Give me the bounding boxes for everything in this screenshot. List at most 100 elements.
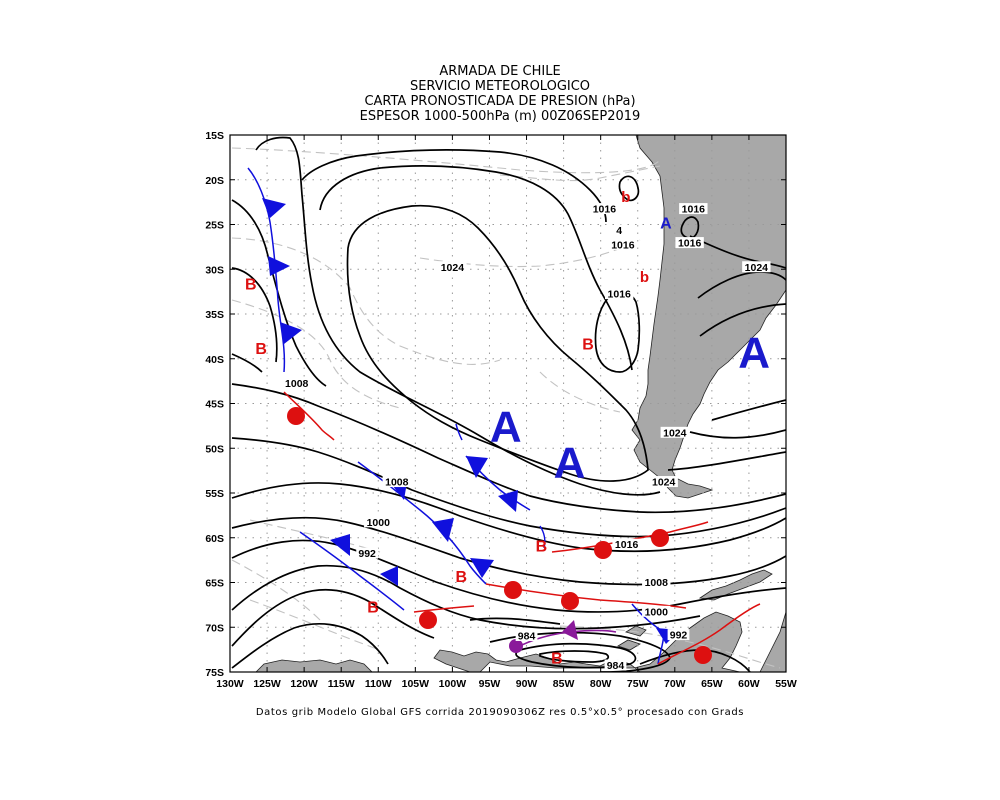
isobar-contour (539, 650, 610, 663)
longitude-tick-label: 105W (402, 678, 430, 690)
cold-front-triangle (432, 518, 454, 542)
isobar-labels: 1024 1016 1016 1016 1016 1024 1016 1008 1024 1024… (282, 203, 771, 672)
isobar-value-label: 1016 (608, 289, 632, 301)
title-service: SERVICIO METEOROLOGICO (409, 79, 591, 94)
isobar-value-label: 992 (358, 548, 376, 560)
ice-shelf-blob (617, 639, 641, 651)
isobar-contour (515, 642, 637, 669)
longitude-tick-label: 75W (627, 678, 649, 690)
isobar-contour (680, 216, 700, 240)
title-valid-time: ESPESOR 1000-500hPa (m) 00Z06SEP2019 (359, 109, 641, 124)
latitude-tick-label: 75S (205, 667, 224, 679)
isobar-contour (231, 623, 389, 669)
cold-front-triangle (262, 198, 286, 218)
isobar-label-background (642, 605, 671, 617)
cold-front-line (299, 531, 405, 611)
isobar-contour (231, 383, 786, 514)
isobar-contour (699, 303, 786, 337)
isobar-value-label: 1000 (367, 517, 391, 529)
low-pressure-center-label: B (255, 341, 267, 358)
isobar-label-background (742, 261, 771, 273)
high-pressure-center-label: A (554, 439, 586, 488)
cold-front-triangle (268, 256, 290, 276)
latitude-tick-label: 30S (205, 264, 224, 276)
isobar-label-background (679, 203, 708, 215)
longitude-tick-label: 95W (479, 678, 501, 690)
thickness-contour (231, 299, 401, 409)
longitude-tick-label: 55W (775, 678, 797, 690)
latitude-tick-label: 25S (205, 220, 224, 232)
isobar-contour (667, 451, 786, 471)
isobar-label-background (605, 288, 634, 300)
warm-front-line (413, 605, 475, 613)
high-pressure-center-label: A (738, 328, 770, 377)
longitude-tick-label: 120W (290, 678, 318, 690)
isobar-contour (618, 175, 640, 202)
longitude-tick-label: 70W (664, 678, 686, 690)
warm-front-semicircle (594, 541, 612, 559)
map-plot-area: 1024 1016 1016 1016 1016 1024 1016 1008 1024 1024… (230, 135, 786, 672)
isobar-value-label: 1016 (593, 204, 617, 216)
isobar-label-background (642, 576, 671, 588)
longitude-tick-label: 60W (738, 678, 760, 690)
longitude-tick-label: 115W (328, 678, 355, 690)
isobar-contour (469, 617, 561, 625)
longitude-tick-label: 100W (439, 678, 467, 690)
cold-front-triangle (280, 322, 302, 344)
isobar-contour (231, 199, 327, 387)
cold-front-line (539, 525, 546, 549)
occluded-front (509, 620, 617, 653)
warm-front-semicircles (287, 407, 712, 664)
warm-front-semicircle (651, 529, 669, 547)
longitude-tick-label: 90W (516, 678, 538, 690)
cold-front-line (455, 423, 463, 441)
longitude-labels: 130W 125W 120W 115W 110W 105W 100W 95W 90W 85W 80W… (216, 678, 797, 690)
longitude-tick-label: 110W (365, 678, 392, 690)
longitude-tick-label: 125W (253, 678, 281, 690)
warm-front-line (283, 391, 335, 441)
warm-front-semicircle (287, 407, 305, 425)
low-pressure-center-label: B (536, 539, 548, 556)
isobar-contour (231, 482, 786, 553)
warm-front-semicircle (419, 611, 437, 629)
thickness-contour (249, 599, 381, 651)
cold-front-triangle (330, 534, 350, 556)
isobar-label-background (604, 659, 627, 671)
isobar-value-label: 984 (607, 660, 625, 672)
low-pressure-center-label: B (367, 599, 379, 616)
data-source-footer: Datos grib Modelo Global GFS corrida 201… (255, 707, 745, 718)
longitude-tick-label: 65W (701, 678, 723, 690)
axis-ticks (229, 134, 787, 673)
thickness-contour (231, 147, 661, 174)
latitude-tick-label: 35S (205, 309, 224, 321)
isobar-contour (255, 136, 661, 496)
isobar-label-background (438, 261, 467, 273)
isobar-value-label: 1008 (645, 577, 669, 589)
longitude-tick-label: 130W (216, 678, 244, 690)
occluded-front-triangle (562, 620, 578, 640)
cold-front-triangle (498, 490, 518, 512)
isobar-label-background (356, 547, 379, 559)
isobar-value-label: 984 (518, 630, 536, 642)
isobar-label-background (282, 377, 311, 389)
thickness-contour (231, 237, 501, 365)
isobar-label-background (515, 629, 538, 641)
isobar-label-background (590, 203, 619, 215)
isobar-contour (594, 290, 641, 373)
latitude-tick-label: 20S (205, 175, 224, 187)
isobar-contour (301, 149, 607, 223)
isobar-label-background (614, 224, 624, 236)
isobar-contour (231, 267, 278, 363)
low-pressure-center-label: b (640, 269, 649, 286)
isobar-value-label: 992 (670, 630, 688, 642)
thickness-contour (499, 165, 661, 182)
low-pressure-center-label: B (582, 336, 594, 353)
isobar-label-background (675, 237, 704, 249)
low-pressure-center-label: B (456, 569, 468, 586)
cold-front-triangle (380, 566, 398, 586)
isobar-contour (231, 353, 263, 373)
high-pressure-center-label: A (660, 215, 672, 232)
isobar-contour (689, 429, 786, 439)
title-chart-type: CARTA PRONOSTICADA DE PRESION (hPa) (364, 94, 636, 109)
